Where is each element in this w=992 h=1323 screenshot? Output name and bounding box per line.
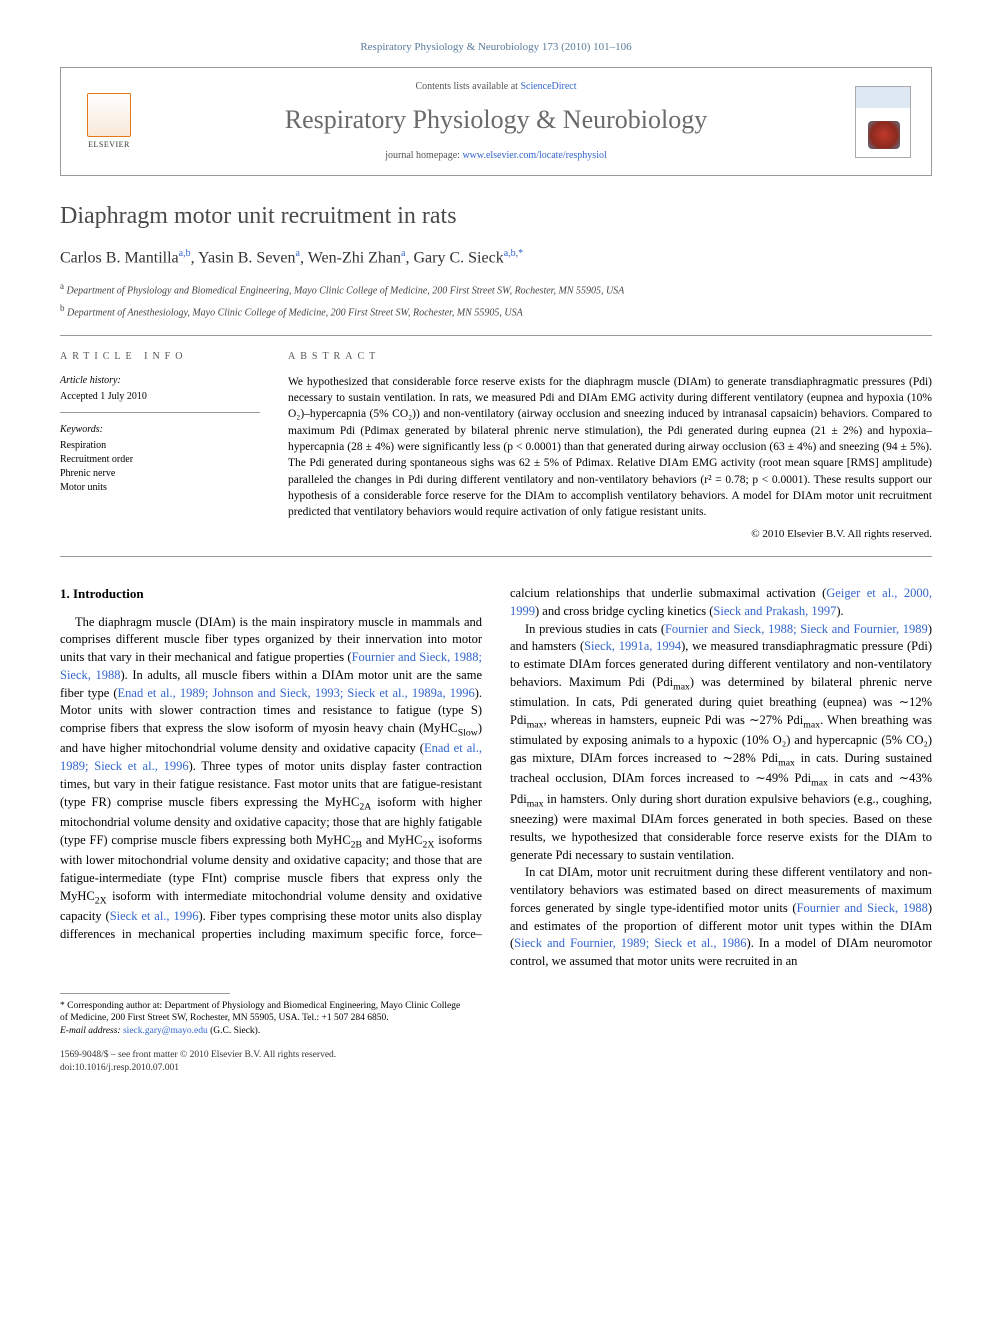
abstract-column: abstract We hypothesized that considerab…	[288, 350, 932, 542]
author-affil-link[interactable]: a	[401, 248, 405, 259]
elsevier-logo: ELSEVIER	[81, 90, 137, 154]
contents-prefix: Contents lists available at	[415, 81, 520, 92]
divider	[60, 335, 932, 336]
author-affil-link[interactable]: a	[296, 248, 300, 259]
abstract-copyright: © 2010 Elsevier B.V. All rights reserved…	[288, 527, 932, 542]
journal-name: Respiratory Physiology & Neurobiology	[157, 102, 835, 138]
article-info-column: article info Article history: Accepted 1…	[60, 350, 260, 542]
article-title: Diaphragm motor unit recruitment in rats	[60, 200, 932, 234]
citation-link[interactable]: Sieck, 1991a, 1994	[584, 639, 681, 653]
contents-available-line: Contents lists available at ScienceDirec…	[157, 80, 835, 94]
homepage-prefix: journal homepage:	[385, 150, 462, 161]
email-who: (G.C. Sieck).	[208, 1026, 261, 1036]
article-history-block: Article history: Accepted 1 July 2010	[60, 374, 260, 413]
bottom-copyright: 1569-9048/$ – see front matter © 2010 El…	[60, 1049, 932, 1076]
author-affil-link[interactable]: a,b,*	[504, 248, 523, 259]
citation-link[interactable]: Sieck and Prakash, 1997	[713, 604, 836, 618]
citation-link[interactable]: Fournier and Sieck, 1988; Sieck and Four…	[665, 622, 928, 636]
article-info-heading: article info	[60, 350, 260, 364]
authors-line: Carlos B. Mantillaa,b, Yasin B. Sevena, …	[60, 247, 932, 270]
history-value: Accepted 1 July 2010	[60, 390, 260, 404]
affil-mark: a	[60, 281, 64, 291]
body-two-column: 1. Introduction The diaphragm muscle (DI…	[60, 585, 932, 971]
elsevier-tree-icon	[87, 93, 131, 137]
body-paragraph: In cat DIAm, motor unit recruitment duri…	[510, 864, 932, 971]
elsevier-label: ELSEVIER	[88, 139, 130, 150]
front-matter-line: 1569-9048/$ – see front matter © 2010 El…	[60, 1049, 932, 1062]
affil-text: Department of Physiology and Biomedical …	[67, 285, 625, 296]
email-line: E-mail address: sieck.gary@mayo.edu (G.C…	[60, 1025, 470, 1037]
header-citation: Respiratory Physiology & Neurobiology 17…	[60, 40, 932, 55]
citation-link[interactable]: Fournier and Sieck, 1988	[797, 901, 928, 915]
history-label: Article history:	[60, 374, 260, 388]
keywords-label: Keywords:	[60, 423, 260, 437]
citation-link[interactable]: Sieck et al., 1996	[110, 909, 199, 923]
author-affil-link[interactable]: a,b	[179, 248, 191, 259]
keyword: Phrenic nerve	[60, 467, 260, 481]
email-link[interactable]: sieck.gary@mayo.edu	[123, 1026, 208, 1036]
doi-line: doi:10.1016/j.resp.2010.07.001	[60, 1062, 932, 1075]
author-name: Wen-Zhi Zhan	[308, 250, 401, 267]
author-name: Yasin B. Seven	[198, 250, 296, 267]
author-name: Carlos B. Mantilla	[60, 250, 179, 267]
keyword: Recruitment order	[60, 453, 260, 467]
journal-header-bar: ELSEVIER Contents lists available at Sci…	[60, 67, 932, 175]
divider	[60, 556, 932, 557]
homepage-line: journal homepage: www.elsevier.com/locat…	[157, 149, 835, 163]
journal-cover-thumbnail	[855, 86, 911, 158]
body-text: , whereas in hamsters, eupneic Pdi was ∼…	[543, 713, 803, 727]
homepage-link[interactable]: www.elsevier.com/locate/resphysiol	[462, 150, 606, 161]
footnotes: * Corresponding author at: Department of…	[60, 1000, 470, 1037]
body-text: and MyHC	[362, 833, 422, 847]
introduction-section: 1. Introduction The diaphragm muscle (DI…	[60, 585, 932, 971]
sciencedirect-link[interactable]: ScienceDirect	[520, 81, 576, 92]
abstract-text: We hypothesized that considerable force …	[288, 374, 932, 521]
abstract-heading: abstract	[288, 350, 932, 364]
body-text: in hamsters. Only during short duration …	[510, 792, 932, 862]
keyword: Respiration	[60, 439, 260, 453]
email-label: E-mail address:	[60, 1026, 123, 1036]
affiliation: a Department of Physiology and Biomedica…	[60, 280, 932, 298]
author-name: Gary C. Sieck	[413, 250, 503, 267]
corresponding-author-note: * Corresponding author at: Department of…	[60, 1000, 470, 1025]
body-text: ).	[836, 604, 843, 618]
affiliation: b Department of Anesthesiology, Mayo Cli…	[60, 302, 932, 320]
affil-text: Department of Anesthesiology, Mayo Clini…	[67, 308, 523, 319]
body-text: ) and cross bridge cycling kinetics (	[535, 604, 713, 618]
info-abstract-row: article info Article history: Accepted 1…	[60, 350, 932, 542]
header-center: Contents lists available at ScienceDirec…	[157, 80, 835, 162]
keyword: Motor units	[60, 481, 260, 495]
section-heading: 1. Introduction	[60, 585, 482, 603]
keywords-block: Keywords: Respiration Recruitment order …	[60, 423, 260, 495]
affil-mark: b	[60, 303, 65, 313]
citation-link[interactable]: Sieck and Fournier, 1989; Sieck et al., …	[514, 936, 746, 950]
body-paragraph: In previous studies in cats (Fournier an…	[510, 621, 932, 865]
footnote-separator	[60, 993, 230, 994]
citation-link[interactable]: Enad et al., 1989; Johnson and Sieck, 19…	[118, 686, 475, 700]
body-text: In previous studies in cats (	[525, 622, 665, 636]
